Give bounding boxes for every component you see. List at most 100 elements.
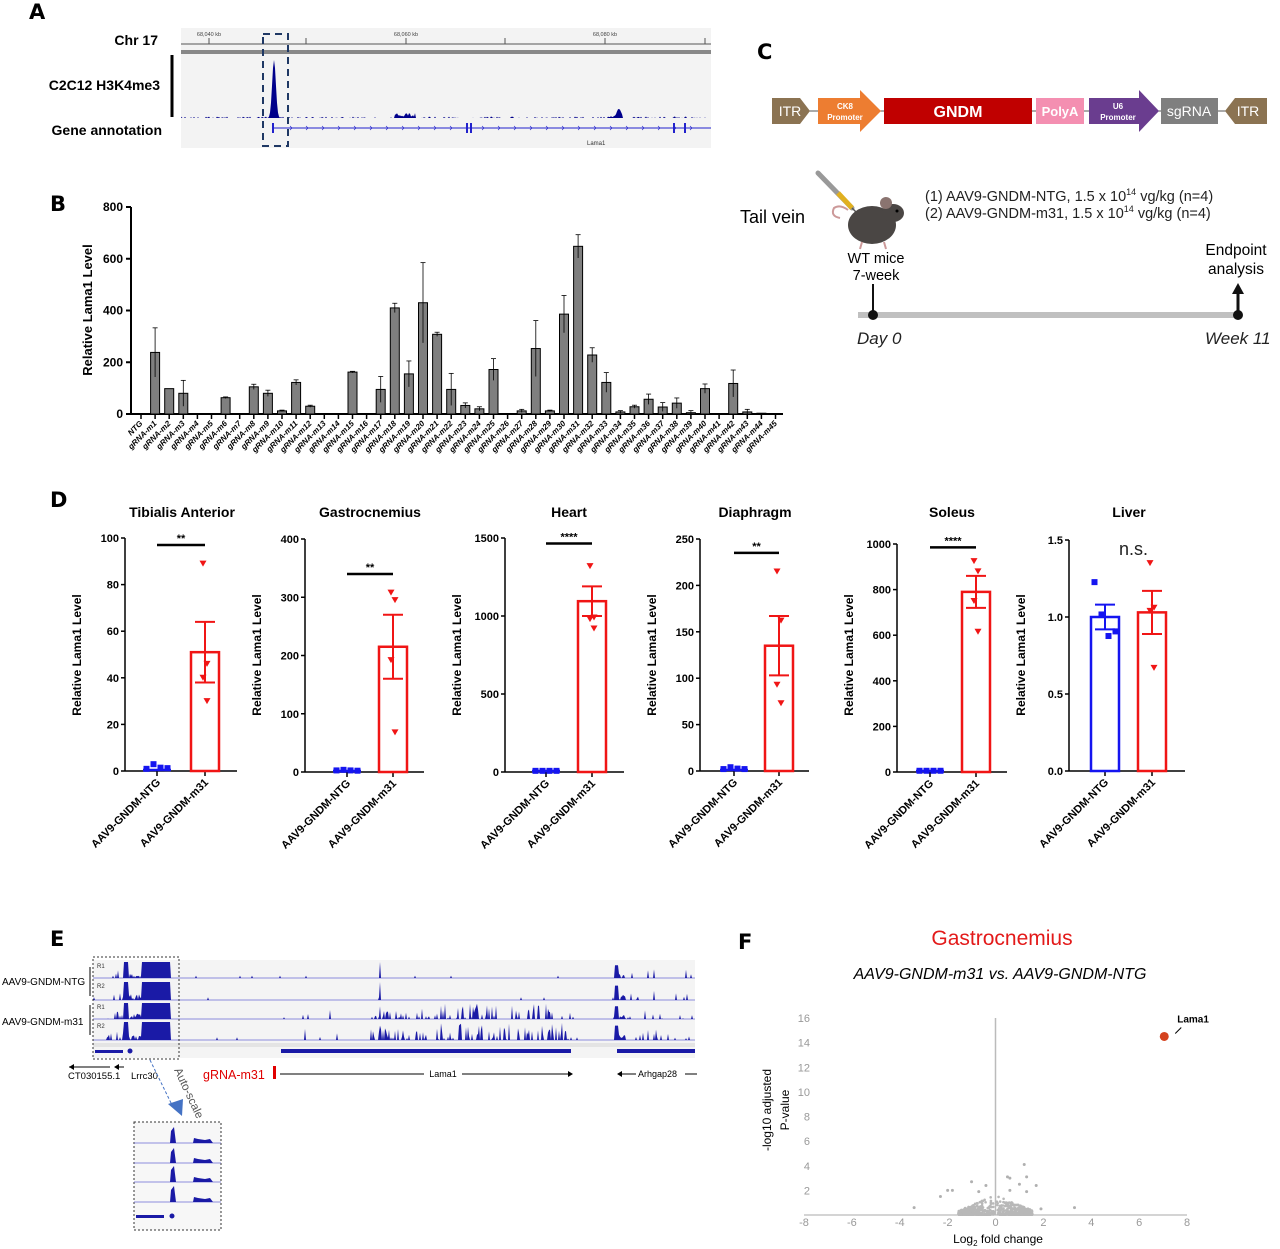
data-point-square bbox=[727, 764, 734, 771]
data-point-triangle bbox=[974, 628, 982, 635]
chart-subtitle: AAV9-GNDM-m31 vs. AAV9-GNDM-NTG bbox=[853, 966, 1147, 983]
genome-browser-background bbox=[181, 28, 711, 148]
strand-arrow bbox=[545, 125, 549, 131]
gene-point bbox=[1021, 1207, 1024, 1211]
gene-point bbox=[1021, 1205, 1025, 1209]
y-tick-label: 4 bbox=[804, 1161, 810, 1173]
data-point-square bbox=[916, 767, 923, 774]
y-tick-label: 1.5 bbox=[1048, 535, 1063, 547]
gene-point bbox=[998, 1200, 1002, 1203]
y-axis-label: Relative Lama1 Level bbox=[450, 594, 464, 715]
data-point-triangle bbox=[586, 616, 594, 623]
y-tick-label: 300 bbox=[281, 592, 299, 604]
gene-point bbox=[989, 1202, 993, 1206]
x-tick-label: -8 bbox=[799, 1217, 809, 1229]
coverage-signal bbox=[193, 1138, 213, 1143]
y-tick-label: 0 bbox=[688, 766, 694, 778]
grna-m31-marker bbox=[273, 1066, 276, 1079]
gene-point bbox=[1029, 1213, 1033, 1216]
y-tick-label: 0.5 bbox=[1048, 689, 1063, 701]
gene-point bbox=[1025, 1190, 1029, 1194]
y-tick-label: 40 bbox=[107, 673, 119, 685]
chart-title: Liver bbox=[1112, 504, 1146, 520]
age-label: 7-week bbox=[853, 268, 900, 284]
coverage-signal bbox=[93, 1003, 695, 1019]
gene-point bbox=[975, 1213, 978, 1217]
gene-point bbox=[979, 1205, 982, 1208]
gene-point bbox=[967, 1205, 970, 1209]
arhgap28-gene-block bbox=[617, 1049, 695, 1053]
significance-label: **** bbox=[560, 531, 578, 543]
strand-arrow bbox=[353, 125, 357, 131]
gene-point bbox=[981, 1211, 984, 1214]
chart-d-tissue-expression: Tibialis Anterior 0 20 40 60 80 100 Relative La… bbox=[70, 504, 1185, 852]
strand-arrow bbox=[337, 125, 341, 131]
coverage-peak bbox=[170, 1127, 176, 1143]
y-tick-label: 800 bbox=[103, 200, 123, 214]
data-point-square bbox=[937, 767, 944, 774]
strand-arrow bbox=[593, 125, 597, 131]
coverage-peak bbox=[170, 1166, 176, 1182]
y-tick-label: 400 bbox=[281, 534, 299, 546]
gene-point bbox=[1012, 1213, 1015, 1217]
gene-point bbox=[997, 1195, 1000, 1199]
y-tick-label: 1500 bbox=[475, 533, 499, 545]
y-tick-label: 1.0 bbox=[1048, 612, 1063, 624]
timeline-bar bbox=[858, 312, 1240, 318]
sgrna-label: sgRNA bbox=[1167, 103, 1212, 119]
gene-point bbox=[983, 1212, 987, 1216]
y-axis-label: Relative Lama1 Level bbox=[842, 594, 856, 715]
highlight-label: Lama1 bbox=[1177, 1014, 1209, 1025]
x-tick-label: 2 bbox=[1040, 1217, 1046, 1229]
gene-point bbox=[1072, 1206, 1076, 1210]
coverage-peak bbox=[170, 1186, 176, 1202]
x-tick-label: 6 bbox=[1136, 1217, 1142, 1229]
data-point-square bbox=[1112, 628, 1119, 635]
y-tick-label: 400 bbox=[103, 304, 123, 318]
gene-point bbox=[1025, 1175, 1029, 1179]
gene-point bbox=[1016, 1207, 1020, 1211]
data-point-triangle bbox=[203, 660, 211, 667]
track-label-gene-annotation: Gene annotation bbox=[51, 122, 162, 138]
exon bbox=[673, 123, 675, 133]
bar bbox=[248, 386, 259, 415]
strand-arrow bbox=[625, 125, 629, 131]
data-point-triangle bbox=[777, 700, 785, 707]
coverage-signal bbox=[93, 1022, 695, 1040]
x-tick-label: 4 bbox=[1088, 1217, 1094, 1229]
panel-label-c: C bbox=[757, 40, 773, 64]
gene-point bbox=[963, 1206, 967, 1210]
data-point-square bbox=[532, 767, 539, 774]
gene-point bbox=[976, 1202, 979, 1205]
gene-point bbox=[977, 1190, 981, 1194]
significance-label: **** bbox=[944, 535, 962, 547]
data-point-square bbox=[734, 765, 741, 772]
gene-point bbox=[978, 1213, 982, 1217]
bar bbox=[291, 381, 302, 415]
gene-point bbox=[992, 1205, 995, 1209]
gene-point bbox=[992, 1210, 996, 1214]
replicate-label: R2 bbox=[97, 1024, 105, 1030]
gene-point bbox=[958, 1212, 962, 1215]
gene-point bbox=[1030, 1210, 1034, 1213]
coverage-signal bbox=[93, 982, 695, 1000]
y-tick-label: 0 bbox=[293, 767, 299, 779]
y-tick-label: 250 bbox=[676, 534, 694, 546]
exon bbox=[470, 123, 472, 133]
y-tick-label: 0 bbox=[493, 767, 499, 779]
gene-track-bg bbox=[93, 1043, 695, 1047]
analysis-label: analysis bbox=[1208, 261, 1264, 278]
gene-label-lama1: Lama1 bbox=[429, 1069, 457, 1079]
strand-arrow bbox=[577, 125, 581, 131]
y-tick-label: 60 bbox=[107, 626, 119, 638]
data-point-square bbox=[333, 767, 340, 774]
gene-point bbox=[990, 1205, 993, 1209]
gene-point bbox=[1039, 1207, 1043, 1211]
gene-point bbox=[990, 1212, 993, 1216]
gene-point bbox=[966, 1210, 970, 1214]
exon bbox=[466, 123, 468, 133]
coverage-signal bbox=[193, 1197, 213, 1202]
gene-point bbox=[1007, 1201, 1011, 1204]
